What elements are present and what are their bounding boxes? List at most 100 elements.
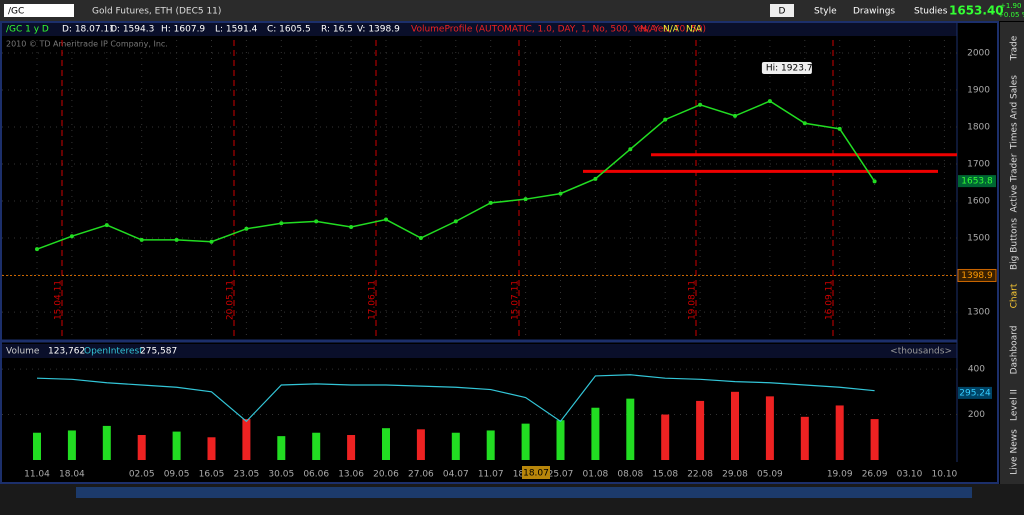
y-tick-label: 1800 bbox=[967, 122, 990, 132]
price-point bbox=[314, 219, 319, 224]
vol-value: 123,762 bbox=[48, 347, 85, 357]
volume-bar bbox=[451, 432, 460, 460]
scrollbar[interactable] bbox=[76, 487, 972, 498]
x-tick-label: 01.08 bbox=[583, 470, 609, 480]
info-item: O: 1594.3 bbox=[110, 25, 154, 35]
x-tick-label: 19.09 bbox=[827, 470, 853, 480]
na: N/A bbox=[663, 25, 680, 35]
y-tick-label: 1700 bbox=[967, 160, 990, 170]
style-btn[interactable]: Style bbox=[814, 7, 837, 17]
last-label: 1653.8 bbox=[961, 177, 993, 187]
last-box bbox=[958, 175, 996, 188]
symbol-box[interactable] bbox=[4, 4, 74, 17]
side-tab[interactable]: Trade bbox=[1010, 35, 1020, 61]
volume-bar bbox=[486, 430, 495, 460]
toolbar bbox=[0, 0, 1024, 21]
symbol: /GC bbox=[8, 7, 24, 17]
date-marker-label: 15.07.11 bbox=[511, 280, 521, 320]
volume-bar bbox=[416, 429, 425, 460]
na: N/A bbox=[686, 25, 703, 35]
x-tick-label: 29.08 bbox=[722, 470, 748, 480]
x-tick-label: 05.09 bbox=[757, 470, 783, 480]
x-tick-label: 27.06 bbox=[408, 470, 434, 480]
date-marker-label: 19.08.11 bbox=[688, 280, 698, 320]
side-tab[interactable]: Big Buttons bbox=[1010, 218, 1020, 270]
info-item: L: 1591.4 bbox=[215, 25, 258, 35]
price-point bbox=[698, 102, 703, 107]
y-tick-label: 1300 bbox=[967, 308, 990, 318]
volume-bar bbox=[382, 428, 390, 460]
x-tick-label: 09.05 bbox=[164, 470, 190, 480]
price-point bbox=[418, 236, 423, 241]
copyright: 2010 © TD Ameritrade IP Company, Inc. bbox=[6, 40, 168, 49]
price-point bbox=[628, 147, 633, 152]
oi-value: 275,587 bbox=[140, 347, 177, 357]
price-point bbox=[558, 191, 563, 196]
volume-bar bbox=[591, 407, 600, 460]
side-tab[interactable]: Active Trader bbox=[1010, 153, 1020, 212]
vp-label: 1398.9 bbox=[961, 271, 993, 281]
drawings-btn[interactable]: Drawings bbox=[853, 7, 895, 17]
volume-bar bbox=[347, 435, 356, 460]
price-point bbox=[663, 117, 668, 122]
price-point bbox=[802, 121, 807, 126]
side-tab[interactable]: Live News bbox=[1010, 429, 1020, 475]
volume-bar bbox=[661, 414, 670, 460]
date-marker-label: 20.05.11 bbox=[226, 280, 236, 320]
info-item: V: 1398.9 bbox=[357, 25, 400, 35]
x-tick-label: 20.06 bbox=[373, 470, 399, 480]
volume-bar bbox=[207, 437, 216, 460]
change-pct: +0.05 % bbox=[998, 11, 1024, 19]
info-bar bbox=[2, 23, 957, 36]
volume-bar bbox=[137, 435, 146, 460]
price-point bbox=[733, 113, 737, 118]
x-tick-label: 08.08 bbox=[617, 470, 643, 480]
x-tick-label: 06.06 bbox=[303, 470, 329, 480]
info-item: R: 16.5 bbox=[321, 25, 353, 35]
side-tab[interactable]: Level II bbox=[1010, 389, 1020, 421]
price-point bbox=[35, 247, 39, 252]
volume-bar bbox=[521, 423, 530, 460]
info-item: C: 1605.5 bbox=[267, 25, 311, 35]
x-tick-label: 11.04 bbox=[24, 470, 50, 480]
date-marker-label: 16.09.11 bbox=[825, 280, 835, 320]
volume-bar bbox=[696, 400, 705, 460]
info-item: H: 1607.9 bbox=[161, 25, 205, 35]
price-point bbox=[872, 179, 877, 184]
studies-btn[interactable]: Studies bbox=[914, 7, 948, 17]
chart-frame bbox=[0, 21, 999, 484]
volume-bar bbox=[33, 432, 41, 460]
y-tick-label: 200 bbox=[968, 410, 985, 420]
y-tick-label: 2000 bbox=[967, 48, 990, 58]
info-item: D: 18.07.11 bbox=[62, 25, 115, 35]
last-price: 1653.40 bbox=[949, 4, 1004, 18]
price-point bbox=[837, 126, 842, 131]
x-tick-label: 30.05 bbox=[268, 470, 294, 480]
date-marker-label: 15.04.11 bbox=[54, 280, 64, 320]
period-button[interactable] bbox=[770, 4, 794, 17]
oi-label: OpenInterest bbox=[84, 347, 143, 357]
volume-bar bbox=[312, 432, 321, 460]
description: Gold Futures, ETH (DEC5 11) bbox=[92, 7, 221, 17]
price-point bbox=[244, 226, 249, 231]
oi-box bbox=[958, 386, 992, 399]
price-point bbox=[174, 237, 179, 242]
volume-bar bbox=[626, 398, 635, 460]
volume-bar bbox=[172, 431, 181, 460]
price-point bbox=[593, 176, 598, 181]
x-tick-label: 23.05 bbox=[234, 470, 260, 480]
y-tick-label: 1900 bbox=[967, 85, 990, 95]
price-point bbox=[523, 197, 528, 202]
side-tab[interactable]: Times And Sales bbox=[1010, 75, 1020, 150]
x-tick-label: 26.09 bbox=[862, 470, 888, 480]
x-tick-label: 02.05 bbox=[129, 470, 155, 480]
cursor-box bbox=[522, 466, 550, 479]
y-tick-label: 400 bbox=[968, 365, 985, 375]
vol-label: Volume bbox=[6, 347, 40, 357]
side-tab[interactable]: Chart bbox=[1010, 283, 1020, 308]
side-tab[interactable]: Dashboard bbox=[1010, 326, 1020, 375]
volume-bar bbox=[102, 425, 111, 460]
x-tick-label: 22.08 bbox=[687, 470, 713, 480]
period: D bbox=[779, 7, 786, 17]
y-tick-label: 1600 bbox=[967, 197, 990, 207]
